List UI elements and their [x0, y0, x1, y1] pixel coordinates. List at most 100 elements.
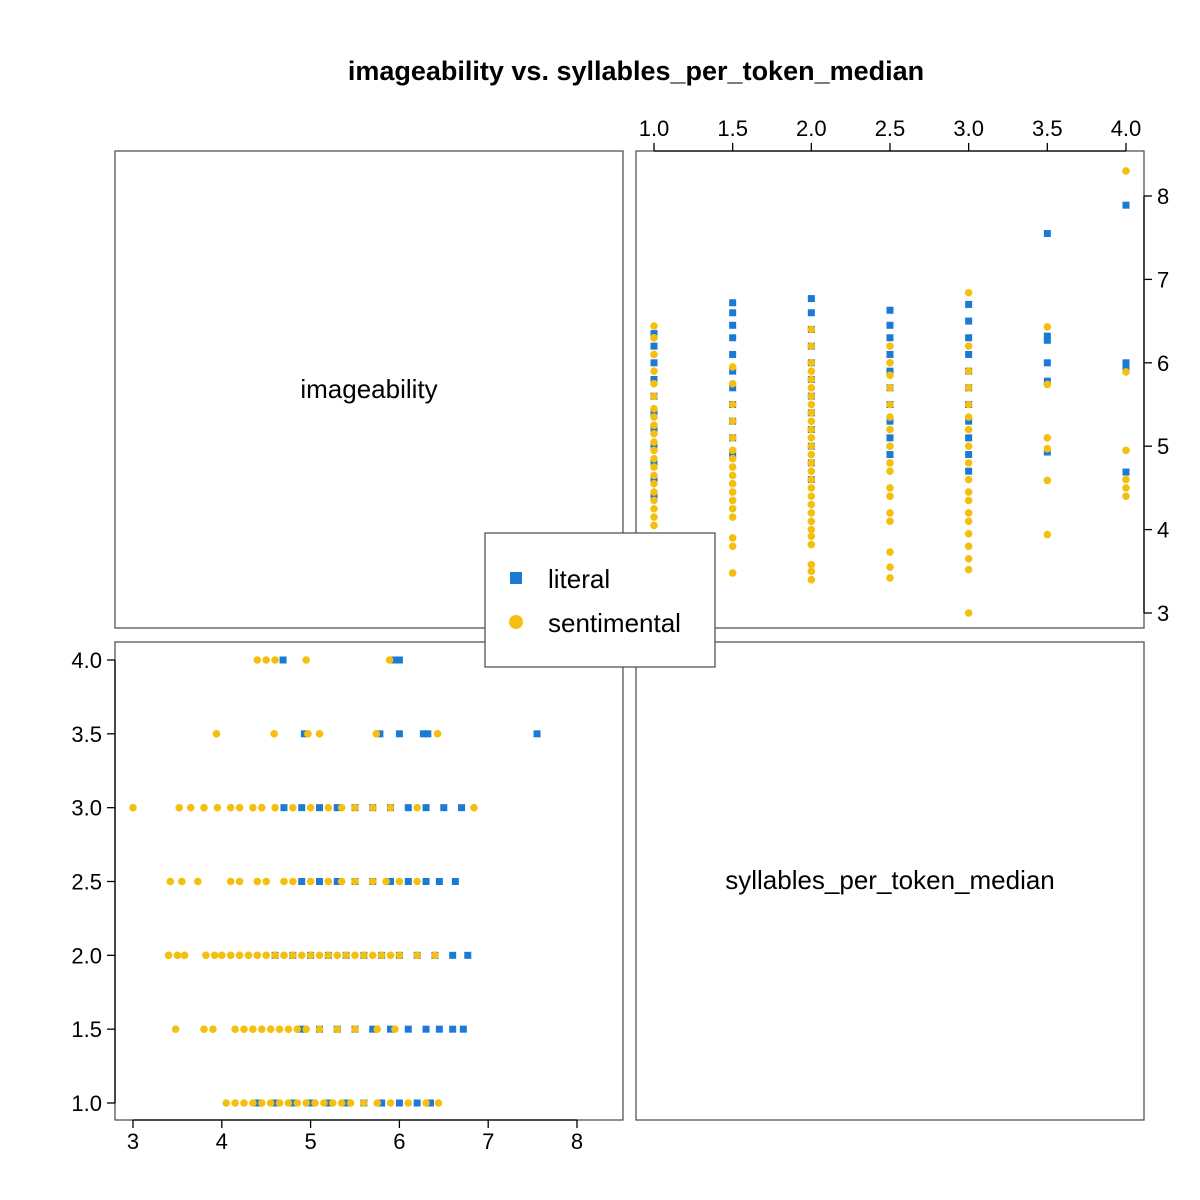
point-literal: [965, 467, 973, 475]
legend-marker-sentimental: [509, 615, 523, 629]
right-axis-tick-label: 7: [1157, 267, 1169, 292]
point-sentimental: [395, 951, 404, 960]
point-literal: [807, 309, 815, 317]
point-literal: [404, 877, 412, 885]
point-sentimental: [1043, 444, 1052, 453]
point-sentimental: [886, 517, 894, 526]
left-axis-tick-label: 2.5: [71, 869, 102, 894]
point-sentimental: [964, 609, 973, 617]
point-sentimental: [293, 1025, 302, 1033]
point-sentimental: [807, 425, 816, 434]
point-sentimental: [728, 504, 737, 513]
point-sentimental: [886, 467, 894, 476]
point-literal: [378, 1099, 386, 1107]
point-sentimental: [1043, 530, 1052, 539]
point-sentimental: [386, 1099, 395, 1107]
point-sentimental: [807, 567, 816, 576]
point-sentimental: [886, 492, 894, 501]
point-literal: [965, 334, 973, 342]
point-sentimental: [262, 877, 271, 886]
point-sentimental: [262, 951, 271, 960]
point-sentimental: [218, 951, 226, 960]
point-sentimental: [807, 450, 816, 459]
right-axis-tick-label: 8: [1157, 184, 1169, 209]
top-axis-tick-label: 4.0: [1111, 116, 1142, 141]
point-sentimental: [728, 454, 737, 463]
point-sentimental: [235, 877, 244, 886]
point-sentimental: [284, 1099, 293, 1107]
point-sentimental: [129, 803, 137, 812]
point-sentimental: [368, 803, 377, 812]
point-sentimental: [231, 1025, 239, 1033]
point-sentimental: [302, 656, 310, 664]
left-axis-tick-label: 3.5: [71, 722, 102, 747]
point-literal: [271, 1099, 279, 1107]
point-sentimental: [333, 951, 342, 960]
point-literal: [315, 877, 323, 885]
point-literal: [729, 299, 737, 307]
point-sentimental: [342, 951, 350, 960]
point-literal: [458, 804, 466, 812]
point-sentimental: [253, 656, 262, 664]
point-literal: [404, 1025, 412, 1033]
bottom-axis-tick-label: 8: [571, 1129, 583, 1154]
point-sentimental: [266, 1099, 275, 1107]
point-sentimental: [164, 951, 173, 960]
left-axis-tick-label: 2.0: [71, 943, 102, 968]
point-sentimental: [964, 288, 973, 297]
point-sentimental: [650, 421, 658, 430]
point-sentimental: [650, 333, 658, 342]
point-literal: [650, 342, 658, 350]
left-axis-tick-label: 4.0: [71, 648, 102, 673]
bottom-axis-tick-label: 6: [393, 1129, 405, 1154]
point-literal: [449, 1025, 457, 1033]
point-sentimental: [1122, 492, 1130, 501]
point-sentimental: [964, 529, 973, 538]
point-literal: [387, 1025, 395, 1033]
point-sentimental: [807, 442, 816, 451]
point-sentimental: [964, 459, 973, 467]
point-sentimental: [311, 1099, 319, 1107]
point-literal: [650, 442, 658, 450]
point-sentimental: [807, 409, 816, 417]
right-axis-tick-label: 4: [1157, 518, 1169, 543]
point-sentimental: [650, 379, 658, 388]
point-sentimental: [964, 442, 973, 451]
point-literal: [1122, 359, 1130, 367]
point-literal: [965, 434, 973, 442]
point-literal: [307, 1099, 315, 1107]
point-sentimental: [434, 1099, 443, 1107]
point-sentimental: [382, 877, 390, 886]
diagonal-label-imageability: imageability: [300, 374, 437, 404]
point-sentimental: [807, 475, 816, 484]
panel-top-left: [114, 150, 624, 629]
point-sentimental: [231, 1099, 239, 1107]
point-sentimental: [728, 569, 737, 577]
point-sentimental: [413, 951, 421, 960]
point-sentimental: [886, 574, 894, 582]
point-sentimental: [807, 325, 816, 334]
point-sentimental: [807, 392, 816, 400]
point-literal: [390, 656, 398, 664]
point-sentimental: [253, 877, 262, 886]
top-axis-syllables: 1.0 1.5 2.0 2.5 3.0 3.5 4.0: [639, 116, 1142, 152]
point-sentimental: [807, 459, 816, 467]
point-sentimental: [395, 877, 404, 886]
point-literal: [435, 1025, 443, 1033]
point-sentimental: [280, 951, 288, 960]
point-sentimental: [266, 1025, 275, 1033]
point-sentimental: [807, 434, 816, 442]
point-sentimental: [249, 1025, 257, 1033]
point-sentimental: [807, 575, 816, 584]
point-sentimental: [728, 434, 737, 442]
point-sentimental: [315, 1025, 324, 1033]
point-sentimental: [807, 560, 816, 569]
bottom-axis-tick-label: 7: [482, 1129, 494, 1154]
bottom-axis-tick-label: 3: [127, 1129, 139, 1154]
point-sentimental: [728, 479, 737, 488]
point-literal: [387, 877, 395, 885]
point-sentimental: [351, 951, 359, 960]
point-literal: [965, 451, 973, 459]
point-literal: [395, 730, 403, 738]
point-sentimental: [391, 1025, 399, 1033]
